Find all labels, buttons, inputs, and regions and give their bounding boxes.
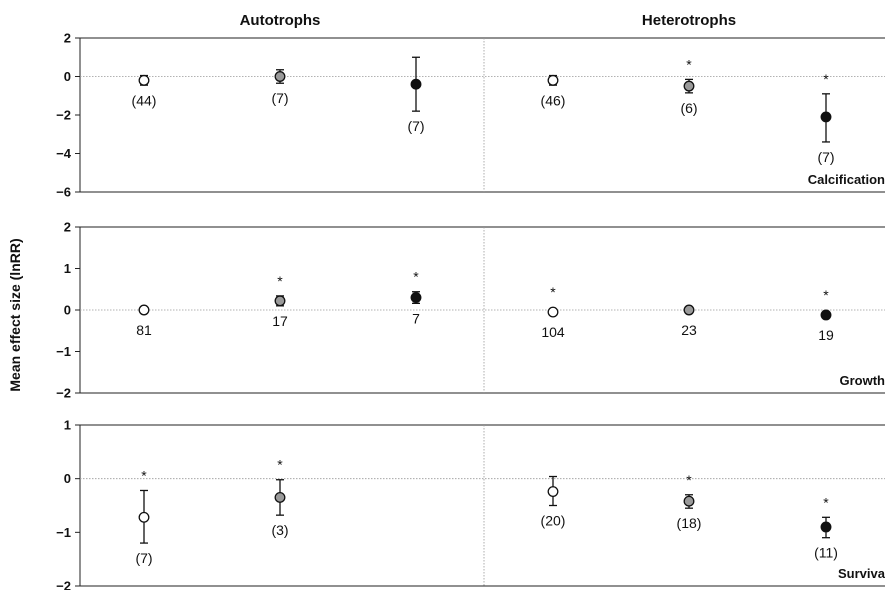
data-point-grey [275, 296, 285, 306]
data-point-white [548, 487, 558, 497]
y-axis-label: Mean effect size (lnRR) [7, 238, 23, 391]
y-tick-label-surviva: 0 [64, 471, 71, 486]
data-point-grey [684, 496, 694, 506]
sample-size-label: 81 [136, 322, 152, 338]
sample-size-label: 23 [681, 322, 697, 338]
sample-size-label: (7) [817, 149, 834, 165]
significance-marker: * [686, 472, 692, 488]
sample-size-label: (7) [271, 90, 288, 106]
sample-size-label: (7) [135, 550, 152, 566]
panel-label-growth: Growth [840, 373, 885, 388]
significance-marker: * [277, 457, 283, 473]
y-tick-label-calcification: 2 [64, 31, 71, 46]
data-point-white [548, 76, 558, 86]
data-point-black [821, 310, 831, 320]
data-point-grey [684, 305, 694, 315]
data-point-white [139, 305, 149, 315]
y-tick-label-surviva: −1 [56, 525, 71, 540]
sample-size-label: (18) [677, 515, 702, 531]
sample-size-label: (46) [541, 92, 566, 108]
data-point-white [139, 513, 149, 523]
y-tick-label-calcification: −4 [56, 146, 72, 161]
significance-marker: * [686, 56, 692, 72]
significance-marker: * [550, 284, 556, 300]
data-point-grey [275, 493, 285, 503]
data-point-white [548, 307, 558, 317]
data-point-grey [684, 81, 694, 91]
significance-marker: * [141, 467, 147, 483]
y-tick-label-growth: 0 [64, 303, 71, 318]
group-title-autotrophs: Autotrophs [240, 12, 321, 29]
y-tick-label-calcification: 0 [64, 69, 71, 84]
panel-label-surviva: Surviva [838, 566, 885, 581]
significance-marker: * [823, 287, 829, 303]
group-title-heterotrophs: Heterotrophs [642, 12, 736, 29]
significance-marker: * [823, 494, 829, 510]
data-point-black [411, 293, 421, 303]
y-tick-label-growth: 1 [64, 261, 71, 276]
significance-marker: * [413, 269, 419, 285]
y-tick-label-surviva: −2 [56, 579, 71, 591]
sample-size-label: (6) [680, 100, 697, 116]
sample-size-label: (11) [814, 545, 838, 561]
sample-size-label: (3) [271, 522, 288, 538]
sample-size-label: (20) [541, 513, 566, 529]
sample-size-label: 104 [541, 324, 565, 340]
sample-size-label: 7 [412, 310, 420, 326]
sample-size-label: 17 [272, 313, 288, 329]
significance-marker: * [277, 273, 283, 289]
sample-size-label: 19 [818, 327, 834, 343]
panel-label-calcification: Calcification [808, 172, 885, 187]
data-point-grey [275, 72, 285, 82]
data-point-black [821, 112, 831, 122]
y-tick-label-growth: −2 [56, 386, 71, 401]
sample-size-label: (7) [407, 118, 424, 134]
y-tick-label-calcification: −6 [56, 185, 71, 200]
y-tick-label-growth: 2 [64, 220, 71, 235]
significance-marker: * [823, 71, 829, 87]
data-point-white [139, 76, 149, 86]
sample-size-label: (44) [132, 92, 157, 108]
data-point-black [411, 79, 421, 89]
y-tick-label-calcification: −2 [56, 108, 71, 123]
y-tick-label-growth: −1 [56, 344, 71, 359]
data-point-black [821, 522, 831, 532]
y-tick-label-surviva: 1 [64, 418, 71, 433]
